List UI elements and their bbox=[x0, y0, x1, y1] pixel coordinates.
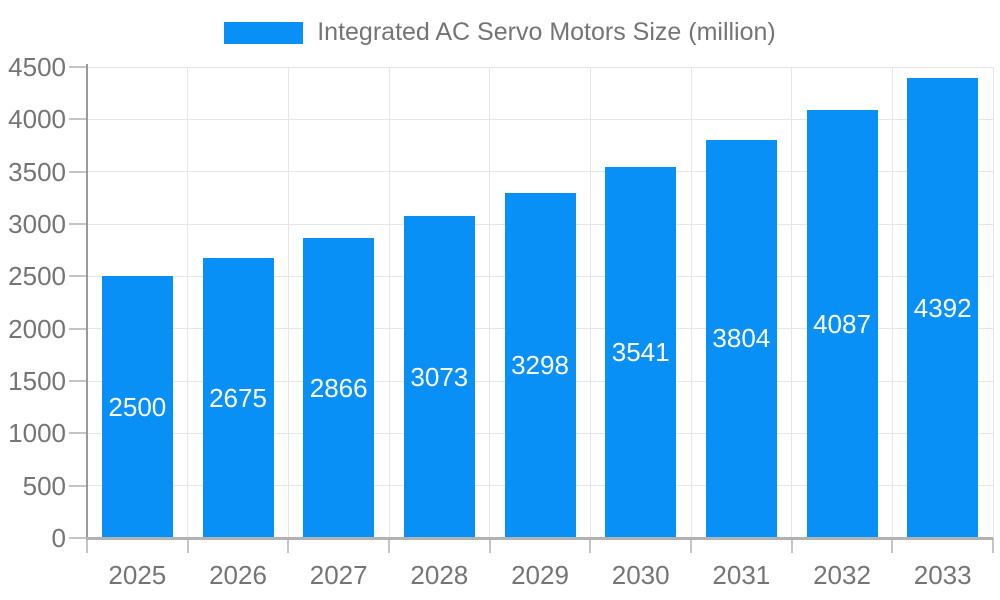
y-axis-tick bbox=[69, 223, 87, 225]
y-axis-tick bbox=[69, 170, 87, 173]
bar-value-label: 2866 bbox=[309, 372, 368, 403]
legend-label: Integrated AC Servo Motors Size (million… bbox=[317, 18, 776, 46]
bar-2031: 3804 bbox=[705, 139, 777, 538]
x-axis-label: 2027 bbox=[309, 560, 368, 590]
y-axis-tick bbox=[69, 275, 87, 278]
y-axis-line bbox=[86, 64, 88, 538]
x-axis-tick bbox=[790, 538, 793, 553]
x-axis-tick bbox=[86, 538, 88, 553]
bar-2029: 3298 bbox=[504, 192, 576, 538]
y-axis-label: 3500 bbox=[8, 156, 66, 187]
bar-value-label: 3298 bbox=[511, 349, 569, 380]
x-axis-label: 2031 bbox=[712, 560, 771, 590]
x-axis-label: 2030 bbox=[611, 560, 670, 590]
y-axis-label: 0 bbox=[51, 523, 66, 553]
x-axis-tick bbox=[891, 538, 894, 553]
bar-2028: 3073 bbox=[403, 216, 475, 538]
gridline-vertical bbox=[187, 67, 189, 538]
y-axis-tick bbox=[69, 537, 87, 539]
gridline-horizontal bbox=[87, 171, 993, 173]
gridline-vertical bbox=[791, 67, 793, 538]
gridline-vertical bbox=[388, 67, 390, 538]
y-axis-label: 4500 bbox=[8, 52, 66, 82]
x-axis-line bbox=[86, 536, 993, 540]
gridline-vertical bbox=[287, 67, 289, 538]
y-axis-tick bbox=[69, 432, 87, 435]
x-axis-label: 2029 bbox=[511, 560, 569, 590]
bar-2030: 3541 bbox=[605, 167, 677, 538]
x-axis-label: 2025 bbox=[108, 560, 167, 590]
gridline-vertical bbox=[589, 67, 591, 538]
x-axis-tick bbox=[488, 538, 491, 553]
y-axis-label: 4000 bbox=[8, 104, 66, 135]
x-axis-label: 2033 bbox=[913, 560, 972, 590]
bar-value-label: 3541 bbox=[611, 337, 670, 368]
bar-value-label: 4087 bbox=[813, 308, 871, 339]
y-axis-tick bbox=[69, 484, 87, 487]
y-axis-tick bbox=[69, 66, 87, 68]
chart-legend: Integrated AC Servo Motors Size (million… bbox=[0, 18, 1000, 47]
y-axis-tick bbox=[69, 327, 87, 330]
bar-2026: 2675 bbox=[202, 258, 274, 538]
gridline-vertical bbox=[690, 67, 692, 538]
x-axis-tick bbox=[690, 538, 692, 553]
bar-value-label: 2675 bbox=[209, 382, 267, 413]
gridline-vertical bbox=[891, 67, 893, 538]
y-axis-label: 3000 bbox=[8, 209, 66, 239]
bar-2032: 4087 bbox=[806, 110, 878, 538]
gridline-horizontal bbox=[87, 118, 993, 120]
x-axis-label: 2028 bbox=[410, 560, 469, 590]
x-axis-label: 2032 bbox=[813, 560, 871, 590]
y-axis-label: 2500 bbox=[8, 261, 66, 292]
x-axis-label: 2026 bbox=[209, 560, 267, 590]
bar-value-label: 4392 bbox=[913, 292, 972, 323]
y-axis-tick bbox=[69, 380, 87, 382]
gridline-vertical bbox=[992, 67, 994, 538]
x-axis-tick bbox=[589, 538, 592, 553]
bar-2025: 2500 bbox=[101, 276, 173, 538]
legend-swatch bbox=[224, 21, 304, 44]
x-axis-tick bbox=[992, 538, 994, 553]
bar-2033: 4392 bbox=[907, 78, 979, 538]
bar-value-label: 2500 bbox=[108, 391, 167, 422]
bar-value-label: 3073 bbox=[410, 361, 469, 392]
x-axis-tick bbox=[388, 538, 390, 553]
bar-value-label: 3804 bbox=[712, 323, 771, 354]
y-axis-label: 1500 bbox=[8, 366, 66, 396]
y-axis-label: 1000 bbox=[8, 418, 66, 449]
y-axis-tick bbox=[69, 118, 87, 121]
y-axis-label: 500 bbox=[22, 470, 66, 501]
x-axis-tick bbox=[287, 538, 290, 553]
gridline-horizontal bbox=[87, 66, 993, 68]
x-axis-tick bbox=[186, 538, 189, 553]
y-axis-label: 2000 bbox=[8, 313, 66, 344]
bar-2027: 2866 bbox=[303, 238, 375, 538]
gridline-vertical bbox=[489, 67, 491, 538]
